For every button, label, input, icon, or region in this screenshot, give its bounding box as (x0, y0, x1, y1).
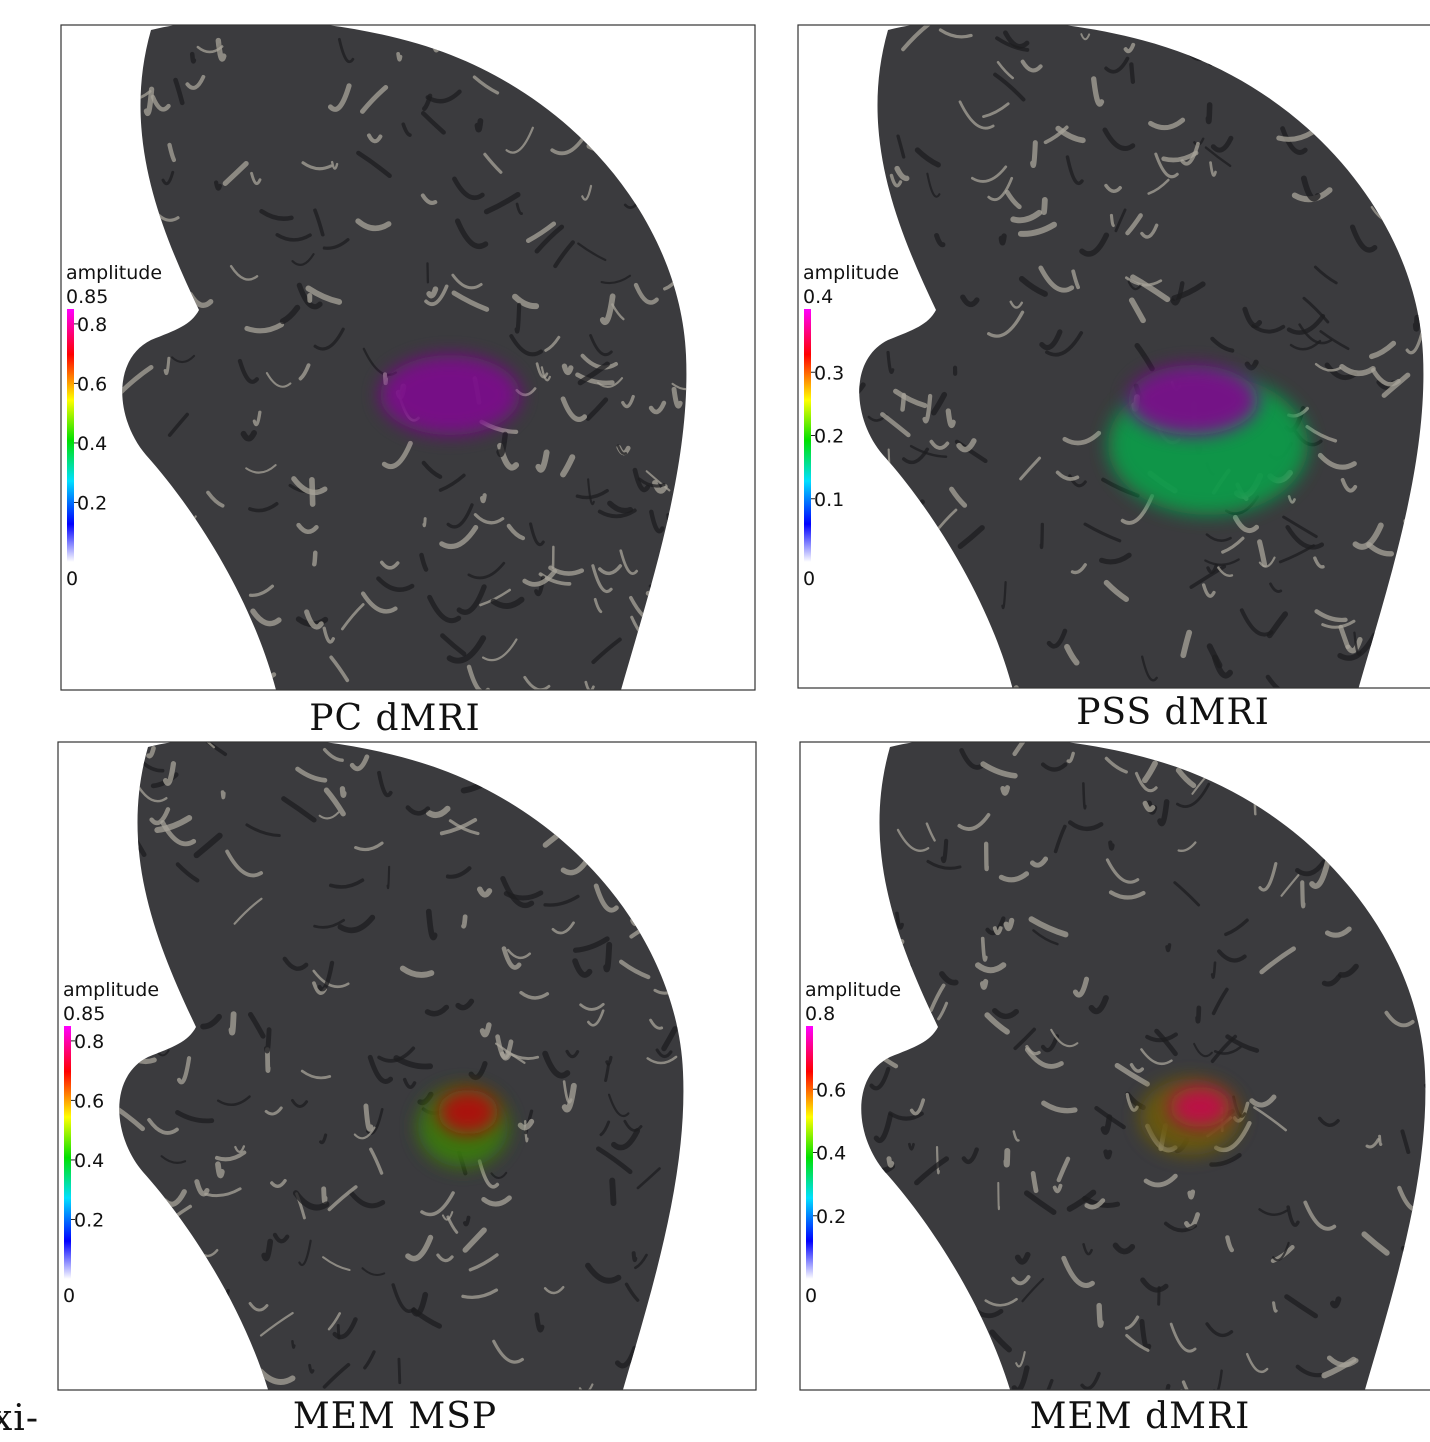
colorbar (804, 309, 811, 562)
colorbar-min-label: 0 (805, 1285, 817, 1307)
colorbar-tick-label: 0.2 (814, 426, 844, 448)
colorbar-tick-label: 0.4 (74, 1150, 104, 1172)
colorbar-max-label: 0.8 (805, 1003, 835, 1025)
caption: MEM MSP (293, 1396, 497, 1437)
colorbar-tick-label: 0.8 (74, 1031, 104, 1053)
colorbar-tick-label: 0.4 (816, 1143, 846, 1165)
colorbar-max-label: 0.4 (803, 286, 833, 308)
panel-frame (57, 741, 757, 1391)
colorbar-max-label: 0.85 (66, 286, 108, 308)
colorbar-title: amplitude (803, 262, 899, 284)
caption: MEM dMRI (1030, 1396, 1251, 1437)
colorbar-tick-label: 0.6 (816, 1079, 846, 1101)
colorbar-tick-label: 0.6 (77, 373, 107, 395)
activation (380, 355, 520, 435)
colorbar (67, 309, 74, 562)
render (861, 742, 1426, 1390)
brain-surface (861, 742, 1426, 1390)
colorbar-tick-label: 0.2 (816, 1206, 846, 1228)
render (859, 25, 1424, 688)
colorbar-min-label: 0 (63, 1285, 75, 1307)
colorbar-min-label: 0 (66, 568, 78, 590)
panel-frame (799, 741, 1430, 1391)
colorbar-tick-label: 0.2 (74, 1209, 104, 1231)
colorbar-tick-label: 0.2 (77, 492, 107, 514)
colorbar-min-label: 0 (803, 568, 815, 590)
colorbar-tick-label: 0.3 (814, 362, 844, 384)
render (122, 25, 687, 690)
colorbar (806, 1026, 813, 1279)
activation (438, 1090, 498, 1134)
colorbar-max-label: 0.85 (63, 1003, 105, 1025)
panel-frame (60, 24, 756, 691)
brain-surface (119, 742, 684, 1390)
panel-frame (797, 24, 1430, 689)
activation (1170, 1087, 1230, 1127)
colorbar-title: amplitude (805, 979, 901, 1001)
colorbar-title: amplitude (63, 979, 159, 1001)
caption: PC dMRI (309, 698, 480, 739)
colorbar-tick-label: 0.8 (77, 314, 107, 336)
colorbar-tick-label: 0.6 (74, 1090, 104, 1112)
brain-surface (859, 25, 1424, 688)
brain-surface (122, 25, 687, 690)
colorbar-tick-label: 0.1 (814, 489, 844, 511)
caption: PSS dMRI (1076, 692, 1270, 733)
colorbar (64, 1026, 71, 1279)
colorbar-tick-label: 0.4 (77, 433, 107, 455)
activation (1128, 365, 1258, 435)
colorbar-title: amplitude (66, 262, 162, 284)
stray-text: xi- (0, 1398, 39, 1439)
render (119, 742, 684, 1390)
